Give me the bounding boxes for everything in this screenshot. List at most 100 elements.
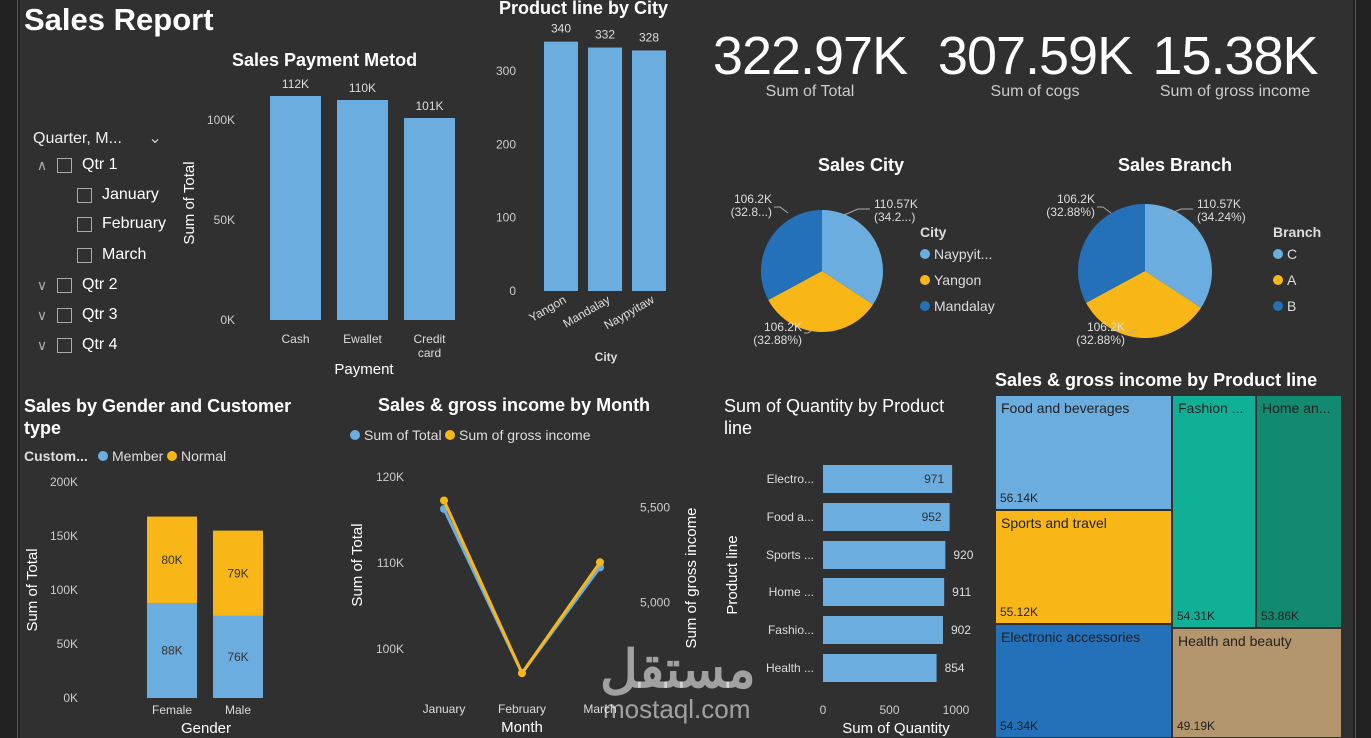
slicer-checkbox[interactable] <box>77 187 92 203</box>
slicer-item[interactable]: January <box>77 186 159 204</box>
y-tick-label: 100K <box>376 642 404 656</box>
legend-label: Member <box>112 448 164 464</box>
treemap-cell-label: Sports and travel <box>1001 515 1107 531</box>
left-frame <box>0 0 20 738</box>
slice-percent-label: (32.88%) <box>1076 333 1125 347</box>
slicer-checkbox[interactable] <box>57 157 72 173</box>
kpi-total: 322.97K Sum of Total <box>700 25 920 101</box>
y-tick-label: 100 <box>496 211 516 225</box>
treemap-cell-value: 54.34K <box>1000 719 1039 733</box>
page-title: Sales Report <box>24 2 214 37</box>
treemap-cell[interactable]: Health and beauty 49.19K <box>1172 628 1342 738</box>
right-frame <box>1353 0 1371 738</box>
sales-branch-title: Sales Branch <box>1118 155 1233 175</box>
slicer-header[interactable]: Quarter, M... ⌄ <box>33 128 162 148</box>
gross-income-line <box>442 499 602 677</box>
treemap-cell[interactable]: Sports and travel 55.12K <box>995 510 1172 624</box>
slicer-item[interactable]: ∧ Qtr 1 <box>33 156 118 174</box>
legend-dot <box>445 430 455 440</box>
treemap-cell[interactable]: Fashion ... 54.31K <box>1172 395 1256 628</box>
bar <box>588 47 622 292</box>
bar <box>823 465 953 493</box>
slicer-item[interactable]: ∨ Qtr 2 <box>33 276 118 294</box>
legend-item[interactable]: Sum of gross income <box>445 427 591 443</box>
slice-value-label: 110.57K <box>874 197 918 211</box>
chevron-down-icon[interactable]: ∨ <box>36 336 48 353</box>
data-label: 902 <box>951 623 971 637</box>
legend-item[interactable]: Naypyit... <box>920 246 992 262</box>
slicer-item[interactable]: ∨ Qtr 3 <box>33 306 118 324</box>
x-tick-label: Credit <box>413 332 446 346</box>
legend-label: C <box>1287 246 1298 262</box>
y-tick-label: Sports ... <box>766 548 814 562</box>
legend-item[interactable]: B <box>1273 298 1296 314</box>
bar <box>823 654 937 682</box>
y2-tick-label: 5,500 <box>640 501 670 515</box>
pie-slice <box>761 209 822 300</box>
city-chart-title: Product line by City <box>499 0 669 18</box>
slicer-item-label: Qtr 3 <box>82 306 118 323</box>
chevron-down-icon[interactable]: ∨ <box>36 276 48 293</box>
data-label: 952 <box>922 510 942 524</box>
slicer-checkbox[interactable] <box>77 216 92 232</box>
y-tick-label: 100K <box>50 583 78 597</box>
treemap-cell[interactable]: Electronic accessories 54.34K <box>995 624 1172 738</box>
legend-item[interactable]: A <box>1273 272 1296 288</box>
legend-item[interactable]: Normal <box>167 448 226 464</box>
quantity-hbar-chart: Electro... 971 Food a... 952 Sports ... 920 Ho… <box>724 465 974 737</box>
x-tick-label: February <box>498 702 546 716</box>
slicer-item[interactable]: February <box>77 215 166 233</box>
data-label: 920 <box>953 548 973 562</box>
treemap-cell-label: Home an... <box>1262 400 1331 416</box>
treemap-cell-label: Health and beauty <box>1178 633 1292 649</box>
slicer-item-label: Qtr 4 <box>82 336 118 353</box>
slicer-item-label: Qtr 1 <box>82 156 118 173</box>
legend-label: Mandalay <box>934 298 995 314</box>
y-tick-label: Fashio... <box>768 623 814 637</box>
data-label: 971 <box>924 472 944 486</box>
gross-income-point <box>440 496 448 505</box>
leader-line <box>1127 328 1138 334</box>
bar-segment-normal <box>147 516 197 603</box>
slicer-item[interactable]: ∨ Qtr 4 <box>33 336 118 354</box>
slicer-checkbox[interactable] <box>57 307 72 323</box>
legend-item[interactable]: Yangon <box>920 272 981 288</box>
kpi-total-label: Sum of Total <box>765 83 855 100</box>
treemap-cell[interactable]: Home an... 53.86K <box>1256 395 1342 628</box>
legend-item[interactable]: C <box>1273 246 1297 262</box>
kpi-gross-label: Sum of gross income <box>1159 83 1311 100</box>
data-label: 328 <box>639 30 659 44</box>
legend-item[interactable]: Sum of Total <box>350 427 442 443</box>
gender-chart-title: Sales by Gender and Customer type <box>24 396 292 438</box>
treemap-cell[interactable]: Food and beverages 56.14K <box>995 395 1172 510</box>
y-tick-label: 200K <box>50 475 78 489</box>
slicer-checkbox[interactable] <box>57 337 72 353</box>
chevron-up-icon[interactable]: ∧ <box>36 156 48 173</box>
sales-city-pie: 110.57K(34.2...)106.2K(32.88%)106.2K(32.… <box>731 192 918 347</box>
treemap-cell-value: 56.14K <box>1000 491 1039 505</box>
legend-item[interactable]: Mandalay <box>920 298 995 314</box>
kpi-cogs-value: 307.59K <box>937 26 1133 86</box>
legend-label: A <box>1287 272 1297 288</box>
slicer-item-label: January <box>102 186 159 203</box>
quantity-chart-title: Sum of Quantity by Product line <box>724 396 945 438</box>
gender-legend-title: Custom... <box>24 448 88 464</box>
kpi-cogs: 307.59K Sum of cogs <box>925 25 1145 101</box>
y-axis-label: Sum of Total <box>349 523 366 606</box>
chevron-down-icon[interactable]: ⌄ <box>148 130 162 147</box>
slicer-item[interactable]: March <box>77 246 146 264</box>
chevron-down-icon[interactable]: ∨ <box>36 306 48 323</box>
treemap-cell-value: 55.12K <box>1000 605 1039 619</box>
x-tick-label: card <box>418 346 441 360</box>
slicer-checkbox[interactable] <box>57 277 72 293</box>
data-label: 88K <box>161 643 182 657</box>
legend-label: Naypyit... <box>934 246 993 262</box>
legend-item[interactable]: Member <box>98 448 163 464</box>
slicer-checkbox[interactable] <box>77 247 92 263</box>
leader-line <box>843 208 870 216</box>
x-tick-label: March <box>583 702 616 716</box>
legend-label: Yangon <box>934 272 982 288</box>
y-tick-label: Food a... <box>767 510 814 524</box>
treemap-cell-label: Food and beverages <box>1001 400 1130 416</box>
